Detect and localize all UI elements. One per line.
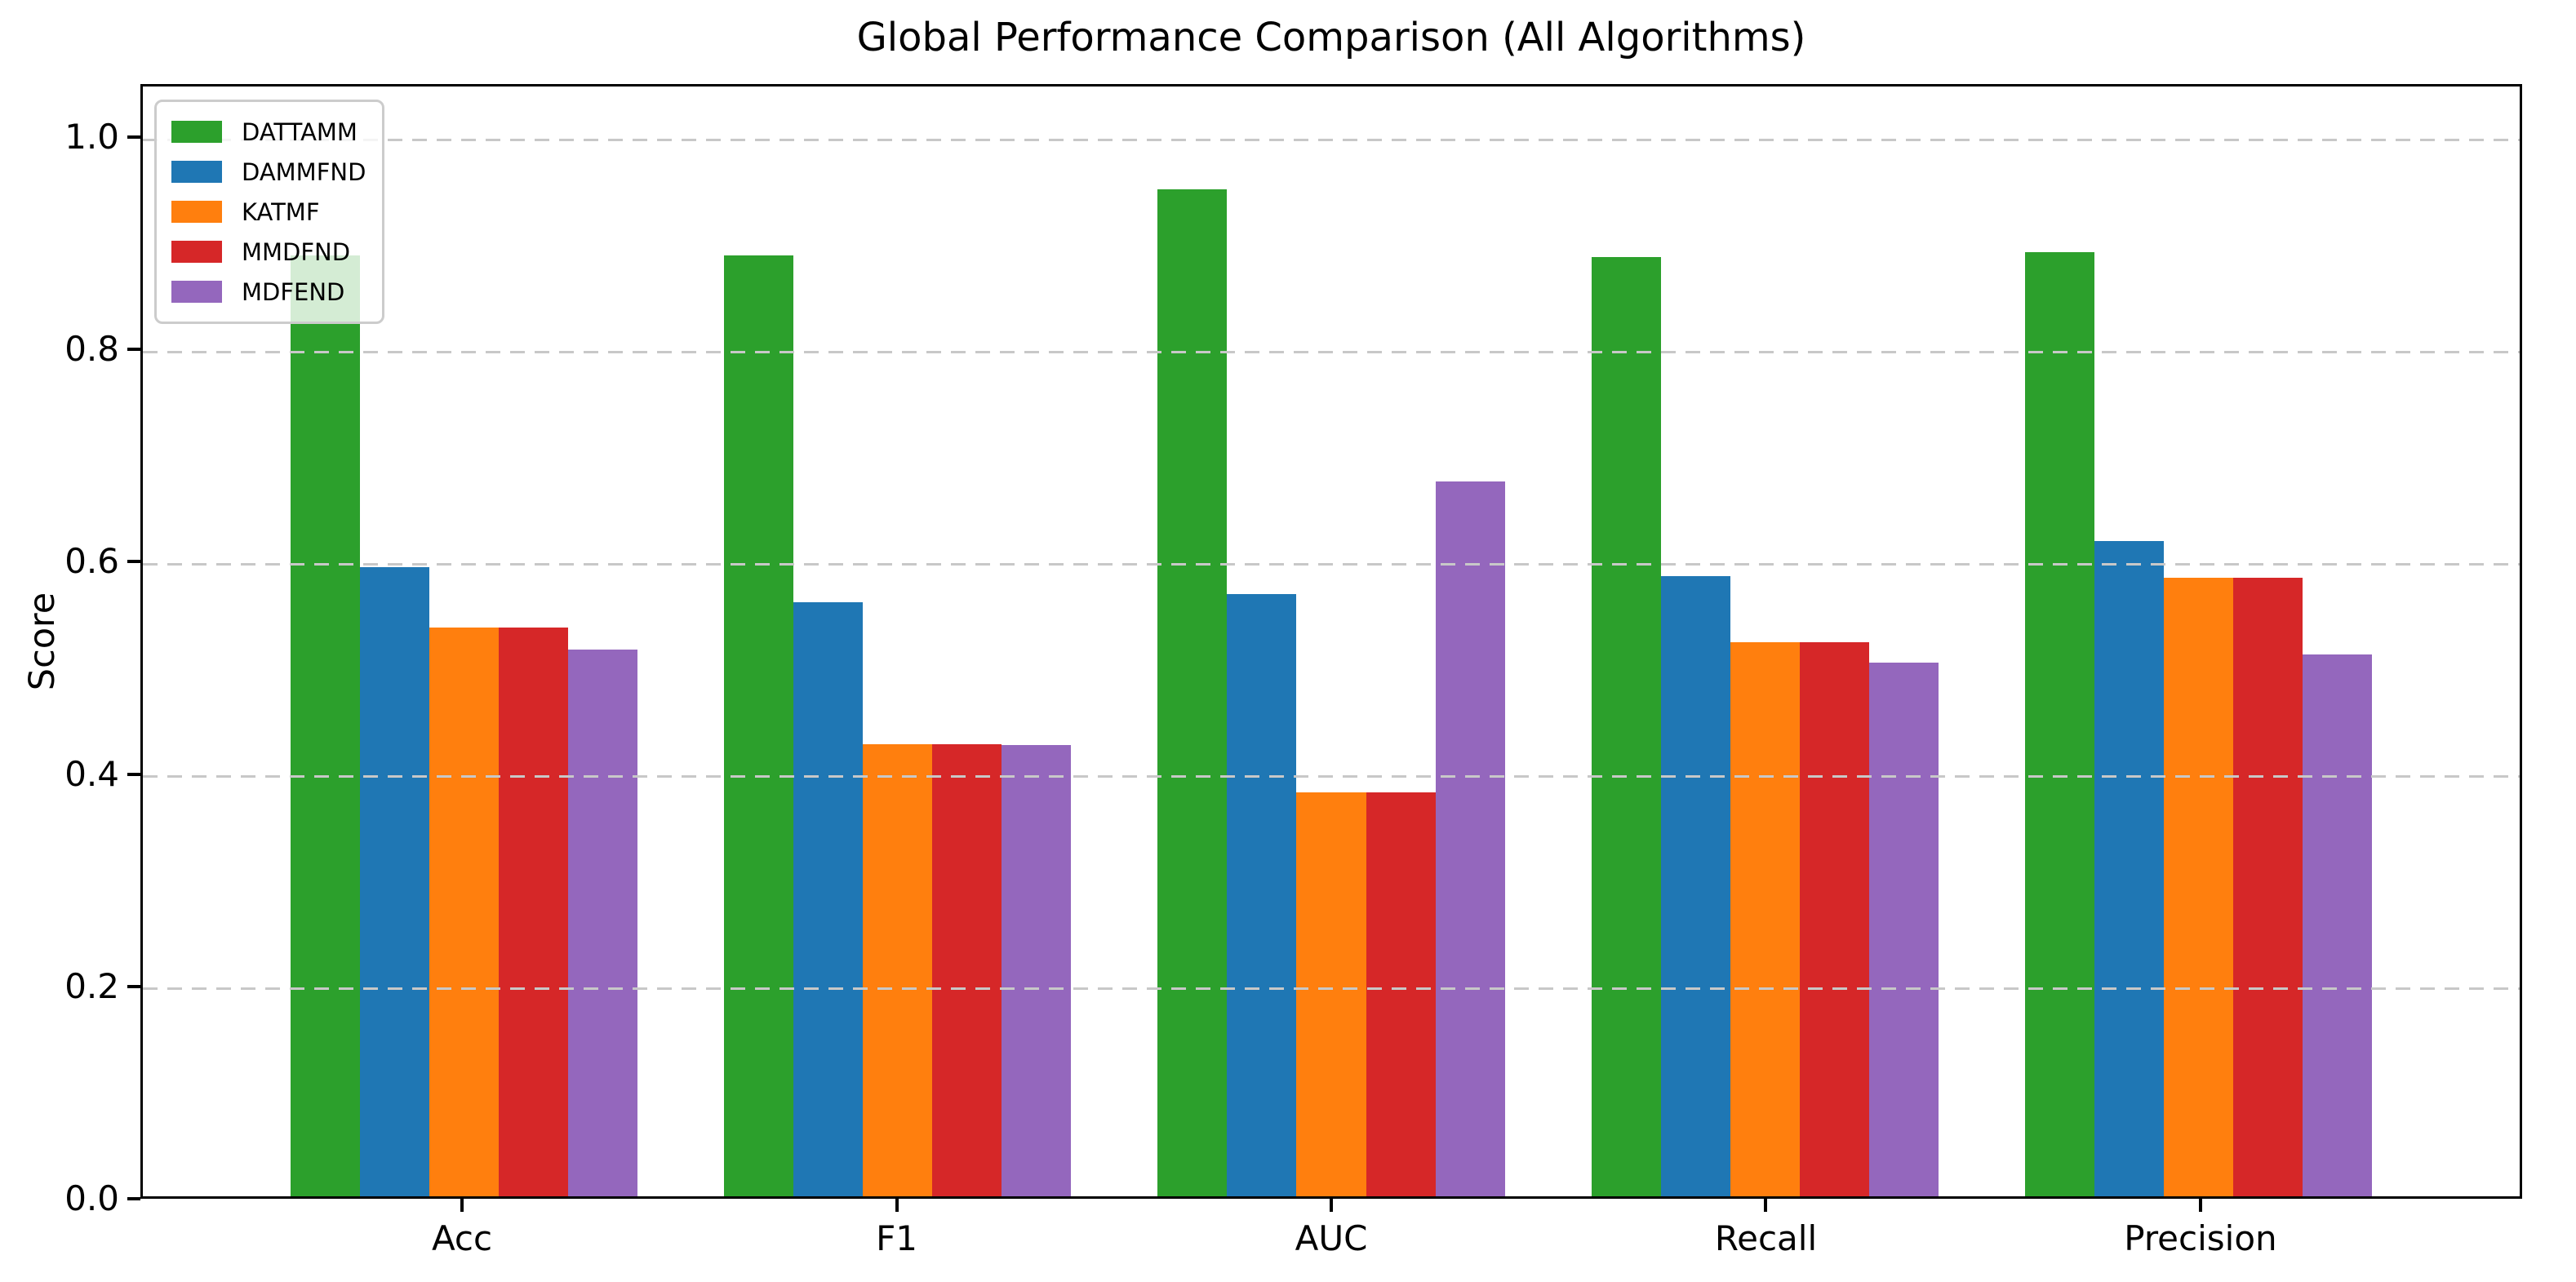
y-tick-label: 0.2 xyxy=(64,965,119,1006)
bar-KATMF-Recall xyxy=(1730,642,1800,1196)
legend-items: DATTAMM DAMMFND KATMF MMDFND MDFEND xyxy=(171,112,366,312)
bar-MMDFND-Acc xyxy=(498,628,568,1196)
legend-row-DATTAMM: DATTAMM xyxy=(171,112,366,152)
chart-title: Global Performance Comparison (All Algor… xyxy=(856,15,1806,60)
x-tick-mark xyxy=(1330,1199,1333,1212)
gridline-0.8 xyxy=(143,350,2520,353)
y-tick-label: 1.0 xyxy=(64,117,119,157)
x-tick-label-AUC: AUC xyxy=(1295,1218,1368,1258)
bar-DATTAMM-Recall xyxy=(1591,256,1661,1196)
bar-MDFEND-Precision xyxy=(2303,654,2373,1196)
gridline-1 xyxy=(143,138,2520,141)
legend-row-KATMF: KATMF xyxy=(171,192,366,232)
bar-DAMMFND-Precision xyxy=(2094,540,2165,1196)
y-axis-label: Score xyxy=(22,592,63,691)
legend-label: KATMF xyxy=(242,197,320,226)
bar-MMDFND-Precision xyxy=(2233,578,2303,1196)
x-tick-label-Acc: Acc xyxy=(431,1218,493,1258)
legend-swatch-icon xyxy=(171,241,222,263)
bar-DATTAMM-F1 xyxy=(724,255,794,1196)
x-tick-mark xyxy=(895,1199,899,1212)
legend-row-MDFEND: MDFEND xyxy=(171,272,366,312)
x-tick-mark xyxy=(460,1199,464,1212)
bar-KATMF-Acc xyxy=(429,628,499,1196)
legend-swatch-icon xyxy=(171,281,222,303)
bar-DAMMFND-Acc xyxy=(359,567,429,1196)
y-tick-mark xyxy=(127,560,140,564)
x-tick-mark xyxy=(2198,1199,2202,1212)
y-tick-label: 0.6 xyxy=(64,541,119,582)
legend-swatch-icon xyxy=(171,121,222,143)
y-tick-mark xyxy=(127,348,140,352)
legend: DATTAMM DAMMFND KATMF MMDFND MDFEND xyxy=(154,100,385,324)
legend-row-DAMMFND: DAMMFND xyxy=(171,152,366,192)
x-tick-label-F1: F1 xyxy=(876,1218,917,1258)
y-tick-label: 0.0 xyxy=(64,1178,119,1218)
legend-label: MDFEND xyxy=(242,277,345,306)
legend-row-MMDFND: MMDFND xyxy=(171,232,366,272)
bar-KATMF-AUC xyxy=(1296,792,1366,1196)
bar-KATMF-F1 xyxy=(863,743,933,1196)
legend-label: MMDFND xyxy=(242,237,351,266)
plot-area: DATTAMM DAMMFND KATMF MMDFND MDFEND xyxy=(140,84,2522,1199)
legend-label: DAMMFND xyxy=(242,157,366,186)
x-tick-label-Recall: Recall xyxy=(1714,1218,1818,1258)
gridline-0.6 xyxy=(143,562,2520,566)
y-tick-label: 0.4 xyxy=(64,753,119,794)
bar-MMDFND-F1 xyxy=(932,743,1002,1196)
bar-MDFEND-F1 xyxy=(1002,744,1072,1196)
bar-DATTAMM-Acc xyxy=(290,255,360,1196)
bar-MDFEND-Recall xyxy=(1868,662,1939,1196)
bar-MDFEND-Acc xyxy=(567,650,637,1196)
legend-swatch-icon xyxy=(171,161,222,183)
gridline-0.2 xyxy=(143,987,2520,991)
bar-MMDFND-AUC xyxy=(1366,792,1436,1196)
bar-DATTAMM-Precision xyxy=(2025,252,2095,1196)
y-tick-mark xyxy=(127,772,140,776)
bar-DAMMFND-AUC xyxy=(1227,593,1297,1196)
bar-MMDFND-Recall xyxy=(1799,642,1869,1196)
y-tick-label: 0.8 xyxy=(64,329,119,370)
x-tick-label-Precision: Precision xyxy=(2124,1218,2277,1258)
gridline-0.4 xyxy=(143,775,2520,779)
bar-MDFEND-AUC xyxy=(1435,481,1505,1196)
legend-swatch-icon xyxy=(171,201,222,223)
bar-KATMF-Precision xyxy=(2164,578,2234,1196)
legend-label: DATTAMM xyxy=(242,118,358,146)
bar-DAMMFND-F1 xyxy=(793,602,864,1196)
x-tick-mark xyxy=(1764,1199,1768,1212)
bar-DATTAMM-AUC xyxy=(1157,189,1228,1196)
y-tick-mark xyxy=(127,135,140,140)
y-tick-mark xyxy=(127,984,140,988)
y-tick-mark xyxy=(127,1197,140,1200)
bar-DAMMFND-Recall xyxy=(1660,575,1730,1196)
